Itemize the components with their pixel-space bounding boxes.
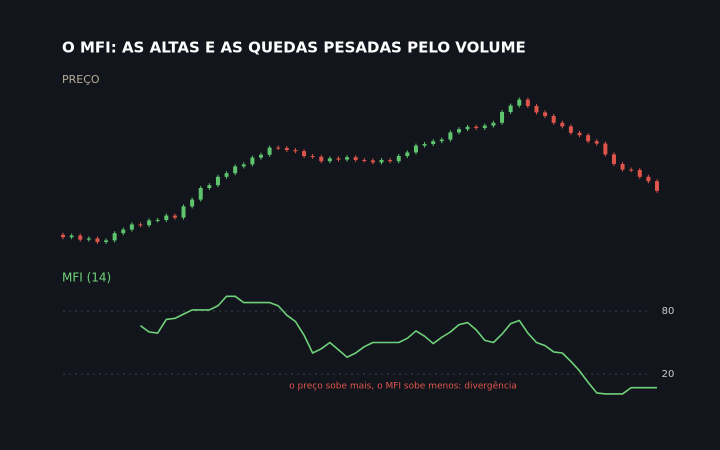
y-tick-label: 20: [662, 369, 675, 380]
candle-body: [568, 126, 573, 133]
candle-body: [525, 99, 530, 106]
candle-body: [181, 206, 186, 218]
candle-body: [302, 151, 307, 156]
candle-body: [637, 170, 642, 177]
candle-body: [577, 132, 582, 136]
candle-body: [655, 181, 659, 191]
candle-body: [620, 164, 625, 170]
candle-body: [276, 147, 281, 149]
candle-body: [422, 144, 427, 146]
candle-body: [129, 224, 134, 230]
candle-body: [474, 126, 479, 128]
candle-body: [646, 176, 651, 182]
candle-body: [310, 156, 315, 157]
panel-title: PREÇO: [62, 73, 100, 86]
candle-body: [293, 150, 298, 152]
candle-body: [69, 235, 74, 238]
candle-body: [95, 238, 100, 242]
candle-body: [155, 220, 160, 221]
candle-body: [388, 160, 393, 162]
candle-body: [431, 141, 436, 144]
candle-body: [224, 173, 229, 177]
candle-body: [327, 158, 332, 162]
candle-body: [233, 166, 238, 174]
candle-body: [362, 160, 367, 161]
candle-body: [215, 176, 220, 186]
candle-body: [370, 160, 375, 163]
candle-body: [448, 132, 453, 140]
candle-body: [353, 157, 358, 160]
candle-body: [78, 235, 83, 240]
panel-title: MFI (14): [62, 271, 111, 285]
candle-body: [284, 148, 289, 150]
candle-body: [500, 112, 505, 123]
candle-body: [190, 199, 195, 207]
candle-body: [586, 135, 591, 142]
candle-body: [491, 122, 496, 126]
candle-body: [482, 125, 487, 128]
candle-body: [121, 229, 126, 234]
candle-body: [465, 126, 470, 130]
candle-body: [396, 156, 401, 162]
mfi-line: [140, 295, 657, 395]
candle-body: [629, 169, 634, 171]
annotation: o preço sobe mais, o MFI sobe menos: div…: [289, 381, 517, 392]
candle-body: [86, 238, 91, 240]
candle-body: [611, 154, 616, 164]
candle-body: [336, 158, 341, 160]
candle-body: [534, 106, 539, 113]
candle-body: [104, 240, 109, 242]
candle-body: [543, 112, 548, 116]
candle-body: [241, 164, 246, 167]
candle-body: [112, 233, 117, 241]
candle-body: [457, 129, 461, 133]
candle-body: [551, 116, 556, 123]
candle-body: [603, 143, 608, 155]
candle-body: [164, 215, 169, 220]
candle-body: [61, 234, 65, 238]
candle-body: [517, 99, 522, 106]
candle-body: [345, 157, 350, 160]
candle-body: [147, 220, 152, 226]
chart-title: O MFI: AS ALTAS E AS QUEDAS PESADAS PELO…: [62, 39, 526, 57]
candle-body: [267, 147, 272, 155]
candle-body: [508, 105, 513, 112]
y-tick-label: 80: [662, 306, 675, 317]
candle-body: [250, 157, 255, 165]
candle-body: [379, 160, 384, 163]
candle-body: [198, 188, 203, 200]
candle-body: [138, 224, 143, 226]
candle-body: [560, 122, 565, 127]
candle-body: [207, 185, 212, 188]
candle-body: [259, 154, 263, 158]
candle-body: [594, 141, 599, 144]
candle-body: [405, 152, 410, 156]
candle-body: [172, 215, 177, 218]
candle-body: [319, 156, 324, 162]
candle-body: [439, 139, 444, 142]
candle-body: [413, 145, 418, 153]
